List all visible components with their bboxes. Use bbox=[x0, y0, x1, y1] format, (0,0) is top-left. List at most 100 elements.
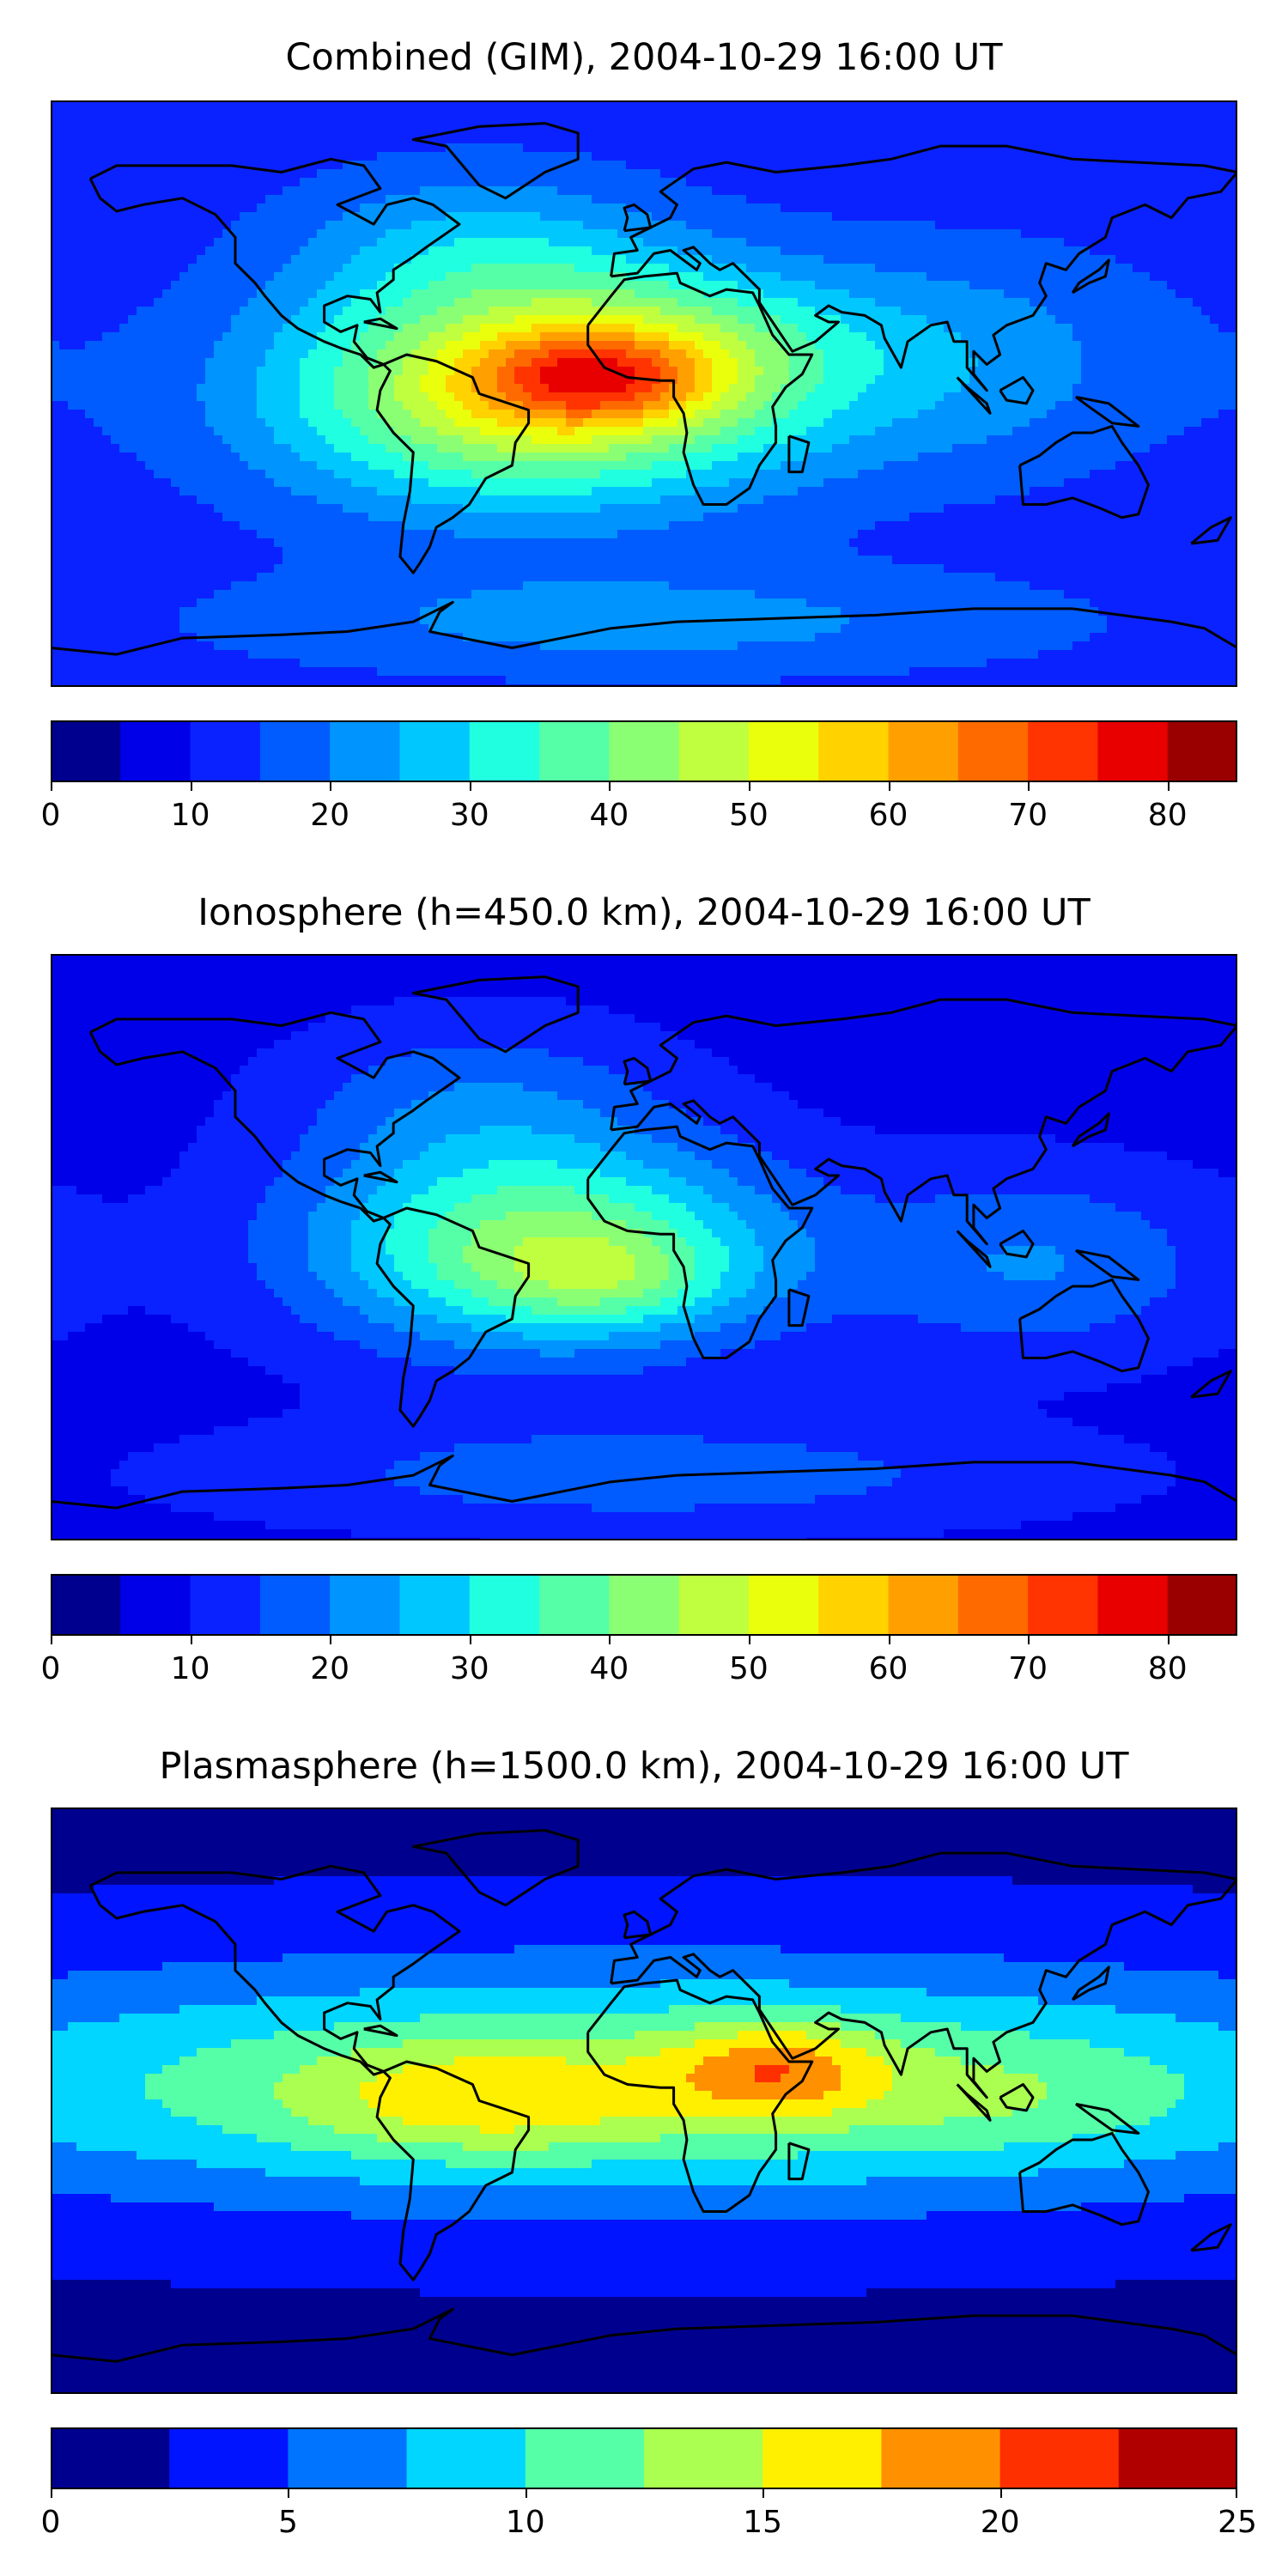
colorbar-swatch-2 bbox=[288, 2427, 408, 2489]
colorbar-tick-label: 60 bbox=[869, 1651, 908, 1686]
coastline-6 bbox=[51, 1454, 1237, 1510]
coastline-9 bbox=[956, 1230, 992, 1268]
coastline-5 bbox=[1018, 2131, 1150, 2227]
colorbar-swatch-2 bbox=[190, 1574, 261, 1636]
colorbar-swatch-4 bbox=[330, 1574, 400, 1636]
coastline-3 bbox=[586, 1978, 814, 2213]
colorbar-swatch-14 bbox=[1028, 720, 1098, 782]
coastline-14 bbox=[363, 1170, 398, 1184]
coastline-11 bbox=[1075, 395, 1140, 428]
coastline-8 bbox=[1071, 258, 1110, 295]
colorbar-swatch-3 bbox=[259, 1574, 331, 1636]
coastline-2 bbox=[411, 1829, 580, 1907]
colorbar-tick-label: 5 bbox=[278, 2505, 298, 2540]
colorbar-swatch-1 bbox=[120, 1574, 191, 1636]
ionosphere-field bbox=[51, 954, 1237, 1540]
colorbar-tick-label: 10 bbox=[171, 798, 210, 833]
coastline-2 bbox=[411, 122, 580, 200]
colorbar-tick-label: 40 bbox=[589, 1651, 629, 1686]
ionosphere-map-frame bbox=[51, 954, 1237, 1540]
colorbar-swatch-0 bbox=[51, 2427, 170, 2489]
coastline-12 bbox=[787, 1288, 811, 1327]
plasmasphere-map bbox=[51, 1807, 1237, 2394]
colorbar-swatch-1 bbox=[120, 720, 191, 782]
coastline-14 bbox=[363, 2024, 398, 2038]
colorbar-tick-label: 10 bbox=[506, 2505, 545, 2540]
colorbar-swatch-5 bbox=[399, 720, 471, 782]
colorbar-swatch-9 bbox=[678, 1574, 750, 1636]
colorbar-tick-label: 0 bbox=[41, 1651, 61, 1686]
coastline-0 bbox=[88, 1864, 461, 2076]
coastline-3 bbox=[586, 1125, 814, 1359]
coastline-6 bbox=[51, 2307, 1237, 2363]
colorbar-swatch-13 bbox=[957, 1574, 1029, 1636]
colorbar-swatch-4 bbox=[525, 2427, 645, 2489]
colorbar-tick bbox=[51, 2489, 52, 2498]
colorbar-tick bbox=[748, 782, 750, 791]
coastline-2 bbox=[411, 975, 580, 1054]
colorbar-tick-label: 30 bbox=[450, 1651, 489, 1686]
colorbar-tick-label: 30 bbox=[450, 798, 489, 833]
colorbar-swatch-5 bbox=[399, 1574, 471, 1636]
colorbar-swatch-7 bbox=[539, 720, 610, 782]
colorbar-tick-label: 80 bbox=[1148, 798, 1188, 833]
coastline-10 bbox=[999, 376, 1035, 405]
colorbar-tick-label: 0 bbox=[41, 2505, 61, 2540]
ionosphere-title: Ionosphere (h=450.0 km), 2004-10-29 16:0… bbox=[0, 891, 1288, 934]
colorbar-swatch-8 bbox=[999, 2427, 1120, 2489]
colorbar-swatch-10 bbox=[748, 720, 819, 782]
colorbar-swatch-12 bbox=[888, 720, 959, 782]
colorbar-swatch-15 bbox=[1097, 1574, 1169, 1636]
ionosphere-map bbox=[51, 954, 1237, 1540]
colorbar-swatch-16 bbox=[1167, 720, 1237, 782]
colorbar-tick bbox=[1028, 782, 1030, 791]
colorbar-swatch-10 bbox=[748, 1574, 819, 1636]
colorbar-tick bbox=[469, 1636, 471, 1644]
coastline-14 bbox=[363, 317, 398, 331]
coastline-10 bbox=[999, 1230, 1035, 1259]
colorbar-swatch-8 bbox=[609, 720, 680, 782]
colorbar-tick bbox=[51, 782, 52, 791]
coastline-0 bbox=[88, 157, 461, 369]
colorbar-swatch-15 bbox=[1097, 720, 1169, 782]
plasmasphere-colorbar-ticks: 0 5 10 15 20 25 bbox=[41, 2489, 1257, 2541]
colorbar-tick bbox=[1167, 782, 1170, 791]
colorbar-tick bbox=[609, 782, 611, 791]
colorbar-swatch-11 bbox=[818, 720, 890, 782]
colorbar-tick-label: 20 bbox=[981, 2505, 1020, 2540]
coastline-13 bbox=[1190, 1370, 1232, 1399]
colorbar-swatch-0 bbox=[51, 720, 121, 782]
colorbar-tick-label: 0 bbox=[41, 798, 61, 833]
coastline-13 bbox=[1190, 516, 1232, 545]
coastline-10 bbox=[999, 2083, 1035, 2112]
colorbar-swatch-11 bbox=[818, 1574, 890, 1636]
colorbar-frame bbox=[51, 1574, 1237, 1636]
coastline-0 bbox=[88, 1011, 461, 1223]
coastline-12 bbox=[787, 434, 811, 474]
colorbar-swatch-5 bbox=[644, 2427, 763, 2489]
coastline-13 bbox=[1190, 2223, 1232, 2252]
colorbar-swatch-6 bbox=[469, 1574, 540, 1636]
coastline-1 bbox=[375, 1206, 531, 1428]
colorbar-tick bbox=[288, 2489, 290, 2498]
coastline-11 bbox=[1075, 1249, 1140, 1281]
colorbar-tick bbox=[51, 1636, 52, 1644]
coastline-8 bbox=[1071, 1112, 1110, 1148]
colorbar-tick bbox=[609, 1636, 611, 1644]
colorbar-swatch-16 bbox=[1167, 1574, 1237, 1636]
combined-gim-map-frame bbox=[51, 100, 1237, 687]
plasmasphere-colorbar bbox=[51, 2427, 1237, 2489]
combined-gim-colorbar bbox=[51, 720, 1237, 782]
colorbar-swatch-2 bbox=[190, 720, 261, 782]
colorbar-swatch-12 bbox=[888, 1574, 959, 1636]
coastline-1 bbox=[375, 2060, 531, 2281]
colorbar-tick bbox=[190, 782, 192, 791]
colorbar-swatch-14 bbox=[1028, 1574, 1098, 1636]
colorbar-tick bbox=[330, 1636, 332, 1644]
colorbar-tick-label: 20 bbox=[310, 798, 349, 833]
colorbar-frame bbox=[51, 2427, 1237, 2489]
colorbar-tick-label: 20 bbox=[310, 1651, 349, 1686]
colorbar-swatch-3 bbox=[406, 2427, 526, 2489]
colorbar-tick-label: 50 bbox=[729, 1651, 769, 1686]
colorbar-tick-label: 50 bbox=[729, 798, 769, 833]
